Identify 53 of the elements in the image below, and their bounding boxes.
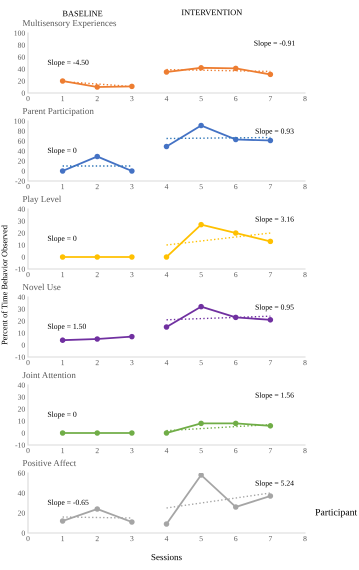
point xyxy=(164,324,170,330)
point xyxy=(60,430,66,436)
chart-title: Parent Participation xyxy=(22,108,94,116)
point xyxy=(94,84,100,90)
point xyxy=(164,144,170,150)
point xyxy=(129,430,135,436)
point xyxy=(268,138,274,144)
point xyxy=(94,506,100,512)
point xyxy=(268,238,274,244)
point xyxy=(268,493,274,499)
point xyxy=(164,254,170,260)
point xyxy=(232,230,239,236)
point xyxy=(268,72,274,78)
text: INTERVENTION xyxy=(182,10,242,16)
y-axis-title: Percent of Time Behavior Observed xyxy=(1,225,8,345)
point xyxy=(198,122,204,128)
chart-title: Joint Attention xyxy=(22,372,76,378)
point xyxy=(232,314,239,320)
chart-title: Multisensory Experiences xyxy=(22,20,116,28)
point xyxy=(94,254,100,260)
point xyxy=(60,254,66,260)
point xyxy=(268,423,274,429)
text: BASELINE xyxy=(62,10,102,16)
point xyxy=(198,65,204,71)
point xyxy=(60,337,66,343)
point xyxy=(129,254,135,260)
point xyxy=(129,334,135,340)
chart-title: Positive Affect xyxy=(22,460,76,466)
point xyxy=(129,84,135,90)
point xyxy=(129,519,135,525)
chart-title: Novel Use xyxy=(22,284,61,290)
point xyxy=(198,473,204,478)
point xyxy=(232,420,239,426)
point xyxy=(164,430,170,436)
point xyxy=(129,168,135,174)
x-axis-title: Sessions xyxy=(152,554,182,560)
point xyxy=(198,420,204,426)
point xyxy=(164,69,170,75)
point xyxy=(198,304,204,310)
chart-title: Play Level xyxy=(22,196,62,204)
point xyxy=(94,430,100,436)
point xyxy=(232,504,239,510)
point xyxy=(94,336,100,342)
point xyxy=(268,317,274,323)
point xyxy=(60,518,66,524)
point xyxy=(60,168,66,174)
point xyxy=(232,136,239,142)
point xyxy=(164,521,170,527)
point xyxy=(232,66,239,72)
point xyxy=(60,78,66,84)
point xyxy=(198,222,204,228)
point xyxy=(94,154,100,160)
text: Participant xyxy=(315,508,358,518)
